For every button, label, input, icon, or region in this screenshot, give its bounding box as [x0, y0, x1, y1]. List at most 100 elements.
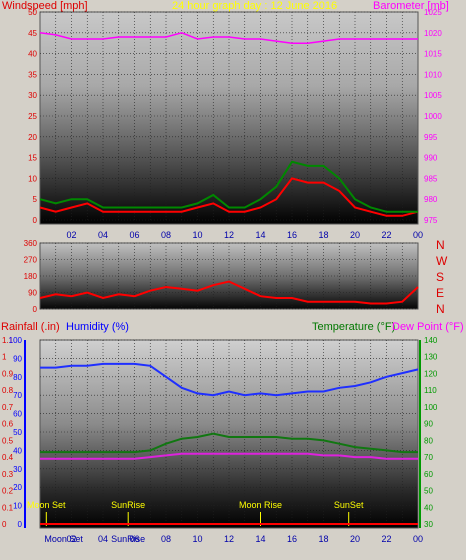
top-right-y-tick-label: 980	[424, 195, 438, 204]
bottom-x-tick-label: 00	[413, 534, 423, 544]
top-left-y-tick-label: 40	[28, 50, 37, 59]
humidity-y-tick-label: 10	[13, 502, 22, 511]
bottom-series-line	[40, 432, 418, 454]
humidity-y-tick-label: 30	[13, 465, 22, 474]
top-right-y-tick-label: 995	[424, 133, 438, 142]
top-right-y-tick-label: 1005	[424, 91, 442, 100]
chart-title: 24 hour graph day : 12 June 2016	[172, 0, 337, 12]
mid-y-tick-label: 180	[24, 272, 38, 281]
top-x-tick-label: 22	[381, 230, 391, 240]
temp-y-tick-label: 80	[424, 436, 433, 445]
temp-y-tick-label: 40	[424, 503, 433, 512]
temp-y-tick-label: 70	[424, 453, 433, 462]
humidity-y-tick-label: 50	[13, 428, 22, 437]
top-x-tick-label: 00	[413, 230, 423, 240]
rain-y-tick-label: 0.3	[2, 470, 14, 479]
direction-label-n-top: N	[436, 238, 445, 252]
bottom-x-tick-label: 06	[129, 534, 139, 544]
series-lines	[39, 32, 419, 526]
humidity-y-tick-label: 60	[13, 410, 22, 419]
bottom-x-tick-label: 04	[98, 534, 108, 544]
dewpoint-axis-label: Dew Point (°F)	[392, 321, 464, 333]
top-left-y-tick-label: 25	[28, 112, 37, 121]
wind-direction-line	[39, 280, 419, 305]
bottom-x-tick-label: 08	[161, 534, 171, 544]
temp-y-tick-label: 100	[424, 403, 438, 412]
top-right-y-tick-label: 1025	[424, 8, 442, 17]
rain-y-tick-label: 0.9	[2, 369, 14, 378]
temperature-axis-label: Temperature (°F)	[312, 321, 395, 333]
mid-y-tick-label: 90	[28, 289, 37, 298]
event-label: SunSet	[334, 500, 364, 510]
top-right-y-tick-label: 990	[424, 154, 438, 163]
top-x-tick-label: 14	[255, 230, 265, 240]
top-series-line	[39, 32, 418, 44]
rain-y-tick-label: 1	[2, 353, 7, 362]
humidity-y-tick-label: 20	[13, 483, 22, 492]
top-series-line	[39, 160, 418, 213]
temp-y-tick-label: 30	[424, 520, 433, 529]
humidity-y-tick-label: 100	[9, 336, 23, 345]
bottom-x-tick-label: 12	[224, 534, 234, 544]
rain-y-tick-label: 0.7	[2, 403, 14, 412]
top-x-tick-label: 16	[287, 230, 297, 240]
direction-label-e: E	[436, 286, 444, 300]
temp-y-tick-label: 50	[424, 487, 433, 496]
temp-y-tick-label: 90	[424, 420, 433, 429]
event-label: Moon Set	[44, 534, 83, 544]
top-left-y-tick-label: 10	[28, 174, 37, 183]
top-left-y-tick-label: 35	[28, 70, 37, 79]
direction-label-n-bottom: N	[436, 302, 445, 316]
top-left-y-tick-label: 5	[33, 195, 38, 204]
bottom-x-tick-label: 16	[287, 534, 297, 544]
top-left-y-tick-label: 30	[28, 91, 37, 100]
top-x-tick-label: 12	[224, 230, 234, 240]
humidity-y-tick-label: 80	[13, 373, 22, 382]
top-left-y-tick-label: 45	[28, 29, 37, 38]
top-x-tick-label: 10	[192, 230, 202, 240]
top-left-y-tick-label: 20	[28, 133, 37, 142]
top-left-y-tick-label: 0	[33, 216, 38, 225]
rainfall-axis-label: Rainfall (.in)	[1, 321, 60, 333]
temp-y-tick-label: 110	[424, 386, 437, 395]
mid-y-tick-label: 0	[33, 305, 38, 314]
humidity-y-tick-label: 90	[13, 354, 22, 363]
humidity-y-tick-label: 70	[13, 391, 22, 400]
bottom-series-line	[40, 452, 418, 460]
rain-y-tick-label: 1.1	[2, 336, 14, 345]
event-label: Moon Set	[27, 500, 66, 510]
rain-y-tick-label: 0.4	[2, 453, 14, 462]
rain-y-tick-label: 0.6	[2, 420, 14, 429]
event-label: SunRise	[111, 534, 145, 544]
event-label: SunRise	[111, 500, 145, 510]
top-left-y-tick-label: 50	[28, 8, 37, 17]
bottom-x-tick-label: 20	[350, 534, 360, 544]
top-x-tick-label: 06	[129, 230, 139, 240]
top-x-tick-label: 20	[350, 230, 360, 240]
rain-y-tick-label: 0.2	[2, 487, 14, 496]
top-series-line	[39, 177, 419, 217]
top-right-y-tick-label: 1020	[424, 29, 442, 38]
humidity-y-tick-label: 0	[18, 520, 23, 529]
rain-y-tick-label: 0.1	[2, 503, 14, 512]
rain-y-tick-label: 0.5	[2, 436, 14, 445]
direction-label-s: S	[436, 270, 444, 284]
temp-y-tick-label: 140	[424, 336, 438, 345]
bottom-series-line	[40, 362, 419, 397]
top-right-y-tick-label: 1010	[424, 70, 442, 79]
top-right-y-tick-label: 985	[424, 174, 438, 183]
bottom-x-tick-label: 22	[381, 534, 391, 544]
temp-y-tick-label: 130	[424, 353, 438, 362]
top-x-tick-label: 18	[318, 230, 328, 240]
direction-label-w: W	[436, 254, 448, 268]
bottom-x-tick-label: 14	[255, 534, 265, 544]
tick-labels: 0510152025303540455097598098599099510001…	[2, 8, 442, 544]
top-right-y-tick-label: 1000	[424, 112, 442, 121]
top-x-tick-label: 08	[161, 230, 171, 240]
top-x-tick-label: 04	[98, 230, 108, 240]
bottom-x-tick-label: 02	[66, 534, 76, 544]
rain-y-tick-label: 0.8	[2, 386, 14, 395]
bottom-x-tick-label: 18	[318, 534, 328, 544]
